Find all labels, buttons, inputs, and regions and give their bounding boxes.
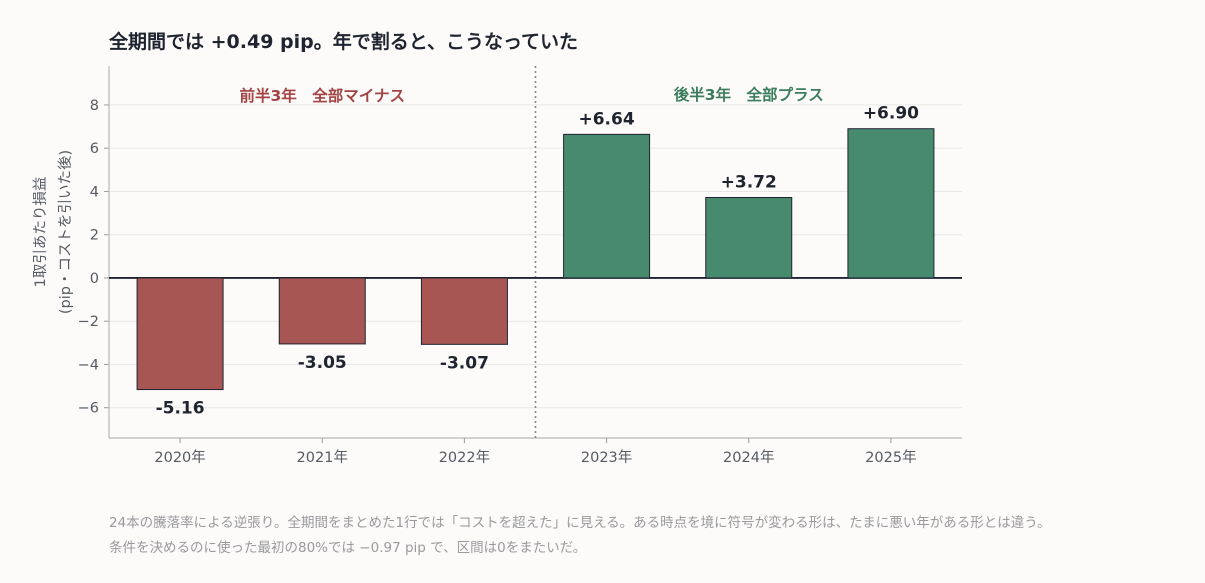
second-half-annotation: 後半3年 全部プラス [674, 85, 824, 104]
y-tick-label: −6 [78, 401, 99, 417]
labels: 8 6 4 2 0 −2 −4 −6 -5.16 2020年 -3.05 2021年 -3.07 2022… [32, 85, 919, 466]
x-tick-label: 2023年 [581, 449, 632, 466]
value-label: -3.07 [440, 353, 489, 373]
y-tick-label: 6 [90, 141, 99, 157]
bar-2020年 [136, 277, 224, 391]
x-tick-label: 2021年 [297, 449, 348, 466]
y-tick-label: 8 [90, 98, 99, 114]
y-axis-label-line-2: (pip・コストを引いた後) [57, 150, 74, 314]
x-tick-label: 2022年 [439, 449, 490, 466]
y-tick-label: 4 [90, 184, 99, 200]
y-tick-label: −4 [78, 357, 99, 373]
y-tick-label: 2 [90, 228, 99, 244]
value-label: +6.64 [578, 109, 634, 129]
bar-2023年 [563, 133, 651, 279]
first-half-annotation: 前半3年 全部マイナス [240, 86, 405, 105]
axes [104, 66, 962, 443]
x-tick-label: 2024年 [723, 449, 774, 466]
bar-2022年 [420, 277, 508, 345]
x-tick-label: 2020年 [154, 449, 205, 466]
y-axis-label-line-1: 1取引あたり損益 [32, 177, 49, 288]
bars [136, 128, 935, 391]
footer-note-1: 24本の騰落率による逆張り。全期間をまとめた1行では「コストを超えた」に見える。… [109, 515, 1051, 531]
value-label: -5.16 [156, 399, 205, 419]
value-label: +3.72 [721, 172, 777, 192]
bar-2025年 [847, 128, 935, 279]
x-tick-label: 2025年 [865, 449, 916, 466]
value-label: +6.90 [863, 104, 919, 124]
bar-2024年 [705, 196, 793, 279]
chart-title: 全期間では +0.49 pip。年で割ると、こうなっていた [109, 31, 579, 53]
bar-2021年 [278, 277, 366, 345]
y-axis-label: 1取引あたり損益 (pip・コストを引いた後) [32, 150, 74, 314]
y-tick-label: −2 [78, 314, 99, 330]
y-tick-label: 0 [90, 271, 99, 287]
footer-note-2: 条件を決めるのに使った最初の80%では −0.97 pip で、区間は0をまたい… [109, 540, 587, 556]
value-label: -3.05 [298, 353, 347, 373]
